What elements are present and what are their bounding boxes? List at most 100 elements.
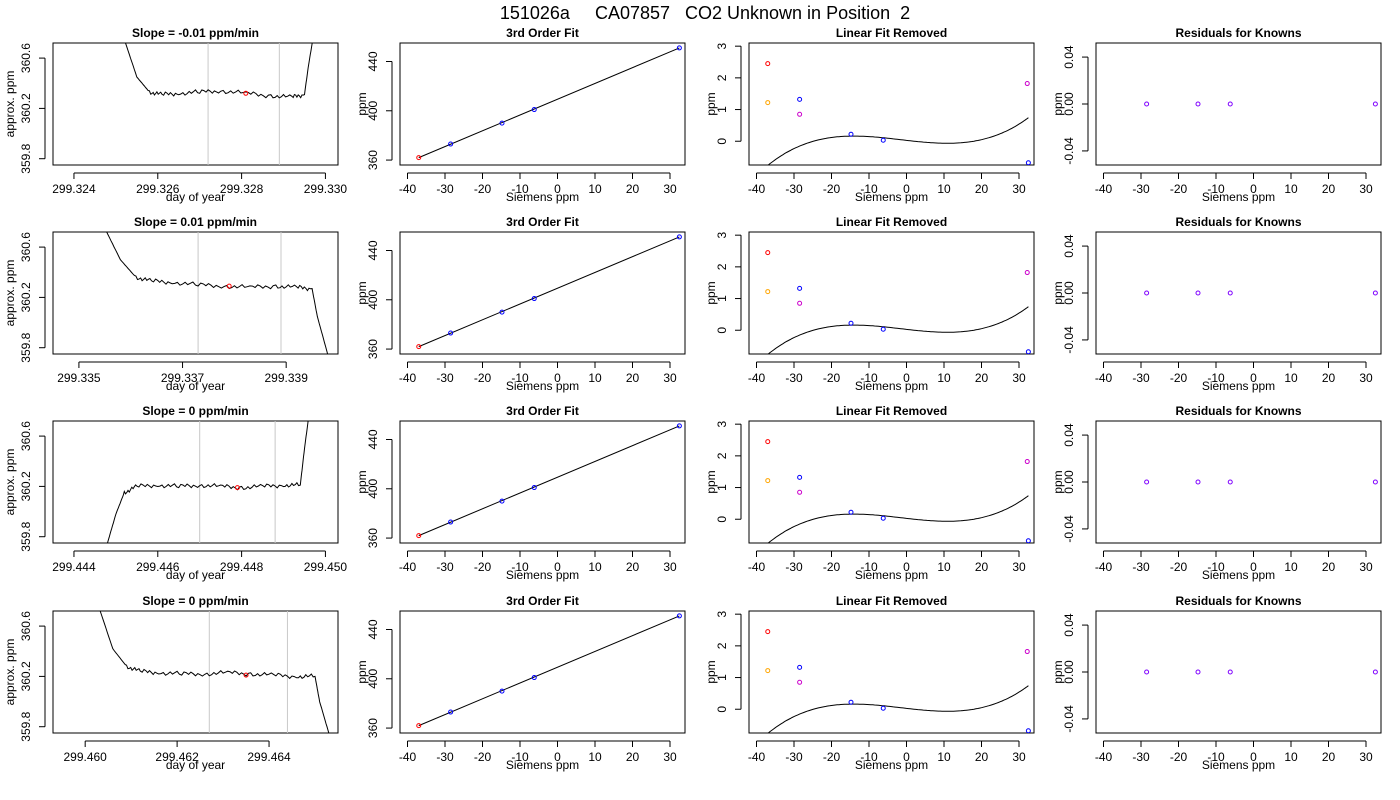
panel-title: Slope = 0.01 ppm/min [134,215,257,229]
y-tick-label: 3 [715,232,729,239]
data-point-blue [531,296,537,302]
y-tick-label: 2 [715,642,729,649]
y-tick-label: 3 [715,611,729,618]
panel-r2-c1: Slope = 0.01 ppm/min day of year approx. p… [3,215,339,393]
data-point-red [416,344,422,350]
panel-title: Residuals for Knowns [1175,26,1301,40]
data-point-blue [797,664,803,670]
plot-frame [52,231,339,355]
data-point-red [416,723,422,729]
x-tick-label: 299.464 [247,750,291,764]
x-tick-label: -30 [436,560,454,574]
y-tick-label: 359.8 [19,332,33,362]
concentration-trace [124,43,313,99]
plot-frame [748,610,1035,734]
data-point-blue [848,699,854,705]
plot-area [765,629,1031,733]
x-tick-label: -30 [785,371,803,385]
x-tick-label: 299.330 [304,182,348,196]
x-tick-label: 20 [626,371,640,385]
x-tick-label: 299.328 [220,182,264,196]
x-tick-label: 0 [903,182,910,196]
data-point-purple [1227,101,1233,107]
data-point-blue [499,688,505,694]
y-tick-label: 360.6 [19,232,33,262]
x-tick-label: -40 [1095,750,1113,764]
y-axis-label: ppm [355,660,369,683]
panel-r1-c1: Slope = -0.01 ppm/min day of year approx. … [3,26,347,204]
x-tick-label: 30 [663,560,677,574]
data-point-blue [531,485,537,491]
data-point-blue [880,326,886,332]
panel-r1-c2: 3rd Order Fit Siemens ppm ppm -40 -30 -20 -10 0… [355,26,686,204]
x-tick-label: -10 [511,182,529,196]
panel-title: 3rd Order Fit [506,215,579,229]
x-tick-label: 10 [1284,750,1298,764]
y-tick-label: 440 [366,619,380,639]
y-tick-label: 359.8 [19,521,33,551]
y-tick-label: 359.8 [19,143,33,173]
y-axis-label: approx. ppm [3,639,17,706]
y-tick-label: 360.2 [19,282,33,312]
x-tick-label: 30 [1359,371,1373,385]
x-tick-label: -30 [1132,750,1150,764]
panel-grid: Slope = -0.01 ppm/min day of year approx. … [3,26,1382,772]
data-point-blue [676,613,682,619]
x-tick-label: -10 [860,750,878,764]
x-tick-label: 20 [1322,750,1336,764]
x-tick-label: -20 [823,560,841,574]
data-point-purple [1227,479,1233,485]
data-point-magenta [1024,270,1030,276]
y-axis-label: ppm [1051,281,1065,304]
data-point-blue [1025,538,1031,543]
x-axis-label: Siemens ppm [855,190,928,204]
plot-area [99,611,330,733]
data-point-blue [1025,349,1031,354]
fit-line [418,425,680,537]
data-point-purple [1227,290,1233,296]
x-tick-label: 299.326 [136,182,180,196]
panel-title: Linear Fit Removed [836,594,947,608]
plot-frame [1095,610,1382,734]
x-tick-label: 30 [1012,371,1026,385]
plot-frame [399,420,686,544]
x-tick-label: -40 [399,750,417,764]
y-tick-label: 0.04 [1062,613,1076,637]
data-point-purple [1372,669,1378,675]
x-tick-label: 0 [903,560,910,574]
panel-title: Slope = -0.01 ppm/min [132,26,259,40]
x-tick-label: 10 [1284,560,1298,574]
y-tick-label: 0.04 [1062,45,1076,69]
y-tick-label: 1 [715,295,729,302]
y-tick-label: 3 [715,421,729,428]
x-tick-label: -10 [1207,182,1225,196]
data-point-magenta [1024,459,1030,465]
x-tick-label: 30 [1012,750,1026,764]
x-tick-label: -40 [1095,560,1113,574]
x-tick-label: 30 [1359,182,1373,196]
plot-frame [399,42,686,166]
y-axis-label: ppm [355,470,369,493]
y-tick-label: 0.00 [1062,281,1076,305]
x-tick-label: -40 [748,750,766,764]
x-tick-label: -40 [399,560,417,574]
y-tick-label: 360 [366,718,380,738]
y-axis-label: ppm [355,92,369,115]
y-tick-label: 1 [715,106,729,113]
y-tick-label: 2 [715,452,729,459]
data-point-purple [1144,669,1150,675]
plot-area [106,232,329,354]
data-point-blue [676,423,682,429]
y-tick-label: 360.2 [19,661,33,691]
data-point-blue [448,141,454,147]
y-tick-label: 360.6 [19,43,33,73]
panel-r3-c2: 3rd Order Fit Siemens ppm ppm -40 -30 -20 -10 0… [355,404,686,582]
x-axis-label: Siemens ppm [1202,758,1275,772]
data-point-orange [765,668,771,674]
plot-area [416,423,682,539]
panel-title: 3rd Order Fit [506,594,579,608]
x-tick-label: -10 [860,560,878,574]
plot-area [124,43,313,165]
y-tick-label: 440 [366,429,380,449]
